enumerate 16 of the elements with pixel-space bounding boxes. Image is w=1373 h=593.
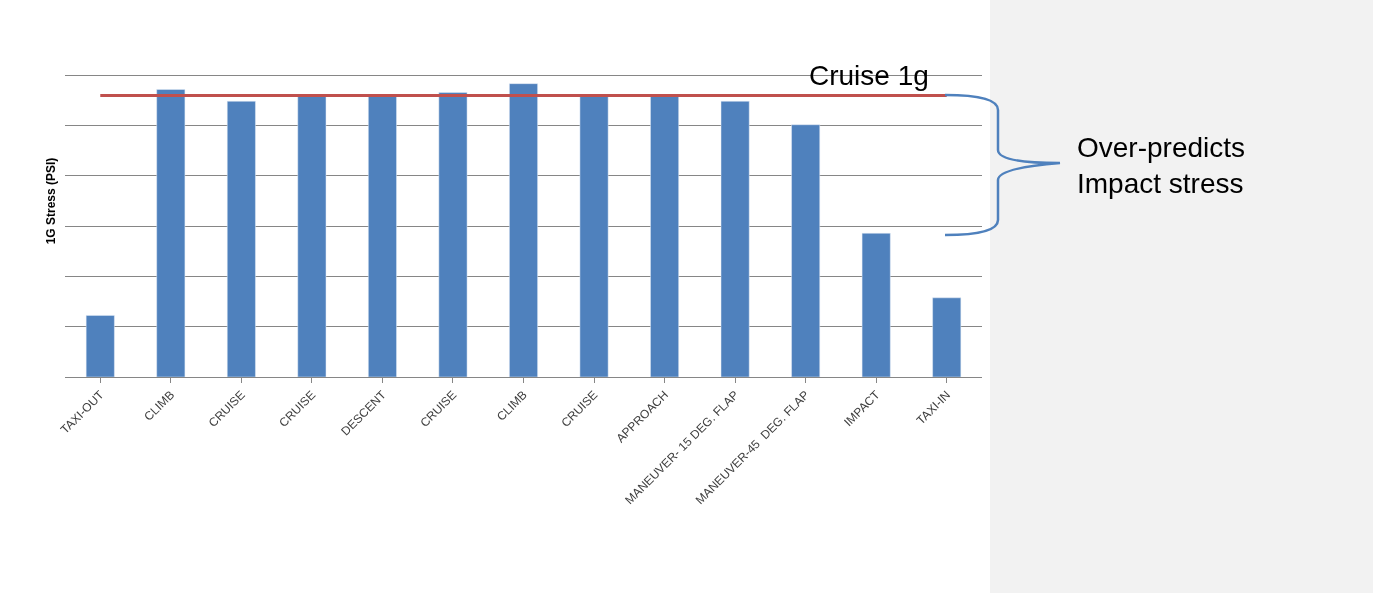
bar	[720, 101, 750, 377]
bar	[579, 95, 609, 377]
bar	[368, 95, 397, 377]
bar	[509, 83, 538, 377]
bar	[932, 297, 962, 377]
ref-line-label: Cruise 1g	[809, 60, 929, 91]
bar	[85, 315, 115, 377]
bar	[650, 95, 679, 377]
bar	[226, 101, 256, 377]
bar	[861, 233, 891, 377]
text: Over-predicts Impact stress	[1077, 132, 1246, 200]
bar	[297, 95, 327, 377]
y-axis-title: 1G Stress (PSI)	[44, 157, 59, 245]
bar	[156, 89, 186, 377]
bar	[791, 124, 821, 377]
bar	[438, 92, 468, 377]
